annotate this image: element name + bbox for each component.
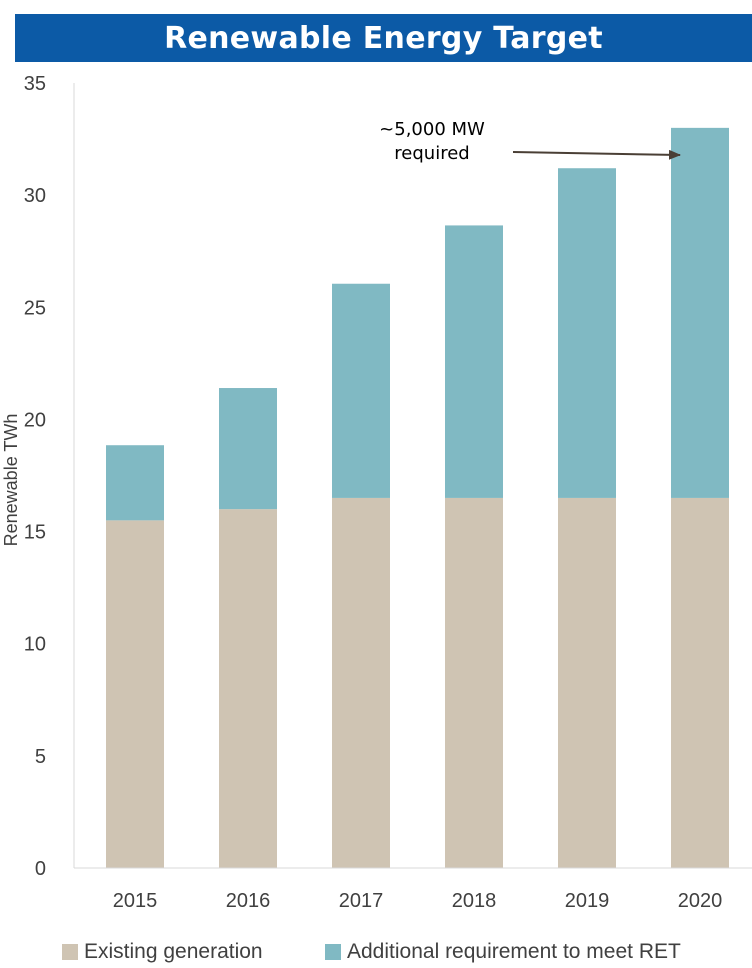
x-tick-label: 2018 [452,890,497,912]
y-axis: 0 5 10 15 20 25 30 35 [24,73,75,880]
annotation: ~5,000 MW required [379,119,681,164]
y-tick-label: 30 [24,185,46,207]
x-tick-label: 2017 [339,890,384,912]
bar-existing-2020 [671,497,729,868]
annotation-line-1: ~5,000 MW [379,119,485,140]
legend-label-additional: Additional requirement to meet RET [347,940,681,963]
annotation-arrow [512,149,681,160]
y-axis-label: Renewable TWh [1,414,21,547]
bar-additional-2016 [219,388,277,510]
annotation-line-2: required [394,143,469,164]
bar-additional-2020 [671,127,729,498]
y-tick-label: 0 [35,858,46,880]
bar-additional-2017 [332,283,390,498]
bar-existing-2019 [558,497,616,868]
legend-item-additional: Additional requirement to meet RET [325,940,681,964]
bar-existing-2017 [332,497,390,868]
legend: Existing generation Additional requireme… [0,940,752,968]
y-tick-label: 15 [24,522,46,544]
legend-item-existing: Existing generation [62,940,263,964]
legend-swatch-additional [325,944,341,960]
x-tick-label: 2020 [678,890,723,912]
x-tick-label: 2015 [113,890,158,912]
x-tick-label: 2016 [226,890,271,912]
x-tick-label: 2019 [565,890,610,912]
y-tick-label: 25 [24,297,46,319]
x-axis: 2015 2016 2017 2018 2019 2020 [74,867,752,912]
legend-swatch-existing [62,944,78,960]
bar-additional-2018 [445,225,503,498]
y-tick-label: 35 [24,73,46,95]
legend-label-existing: Existing generation [84,940,263,963]
bar-additional-2019 [558,168,616,498]
bars [106,127,729,868]
y-tick-label: 20 [24,409,46,431]
y-tick-label: 5 [35,746,46,768]
y-tick-label: 10 [24,634,46,656]
bar-existing-2016 [219,509,277,868]
chart-title: Renewable Energy Target [15,14,752,62]
bar-existing-2018 [445,497,503,868]
bar-existing-2015 [106,520,164,868]
bar-additional-2015 [106,445,164,521]
